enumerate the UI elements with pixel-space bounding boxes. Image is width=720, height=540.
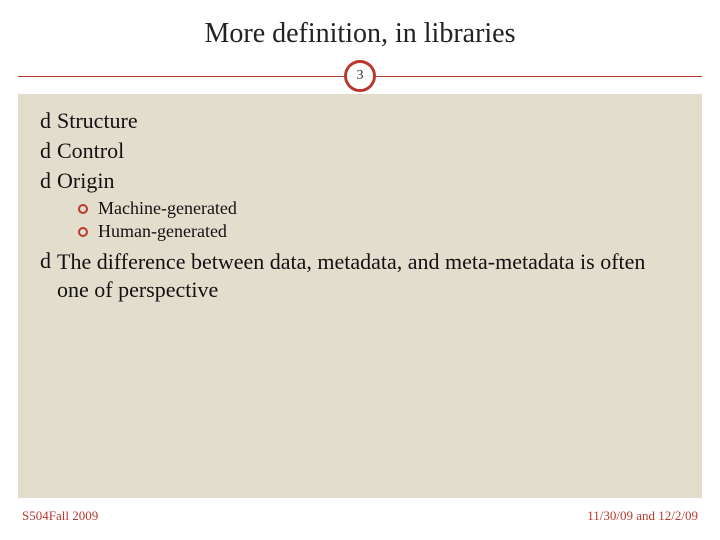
circle-bullet-icon <box>78 227 88 237</box>
list-item: d Structure <box>40 108 680 134</box>
bullet-icon: d <box>40 168 51 194</box>
bullet-text: Structure <box>57 108 138 134</box>
sub-bullet-list: Machine-generated Human-generated <box>78 198 680 242</box>
footer-left: S504Fall 2009 <box>22 508 98 524</box>
footer-right: 11/30/09 and 12/2/09 <box>587 508 698 524</box>
bullet-list: d Structure d Control d Origin <box>40 108 680 194</box>
bullet-text: Control <box>57 138 124 164</box>
content-area: d Structure d Control d Origin Machine-g… <box>18 94 702 498</box>
list-item: Human-generated <box>78 221 680 242</box>
divider: 3 <box>0 58 720 94</box>
slide: More definition, in libraries 3 d Struct… <box>0 0 720 540</box>
paragraph-text: The difference between data, metadata, a… <box>57 248 680 303</box>
slide-number: 3 <box>357 68 364 84</box>
sub-bullet-text: Human-generated <box>98 221 227 242</box>
bullet-icon: d <box>40 108 51 134</box>
circle-bullet-icon <box>78 204 88 214</box>
bullet-icon: d <box>40 138 51 164</box>
page-title: More definition, in libraries <box>0 18 720 50</box>
list-item: Machine-generated <box>78 198 680 219</box>
footer: S504Fall 2009 11/30/09 and 12/2/09 <box>0 502 720 540</box>
bullet-text: Origin <box>57 168 114 194</box>
bullet-icon: d <box>40 248 51 274</box>
title-area: More definition, in libraries <box>0 0 720 58</box>
paragraph-item: d The difference between data, metadata,… <box>40 248 680 303</box>
list-item: d Control <box>40 138 680 164</box>
list-item: d Origin <box>40 168 680 194</box>
slide-number-badge: 3 <box>344 60 376 92</box>
sub-bullet-text: Machine-generated <box>98 198 237 219</box>
